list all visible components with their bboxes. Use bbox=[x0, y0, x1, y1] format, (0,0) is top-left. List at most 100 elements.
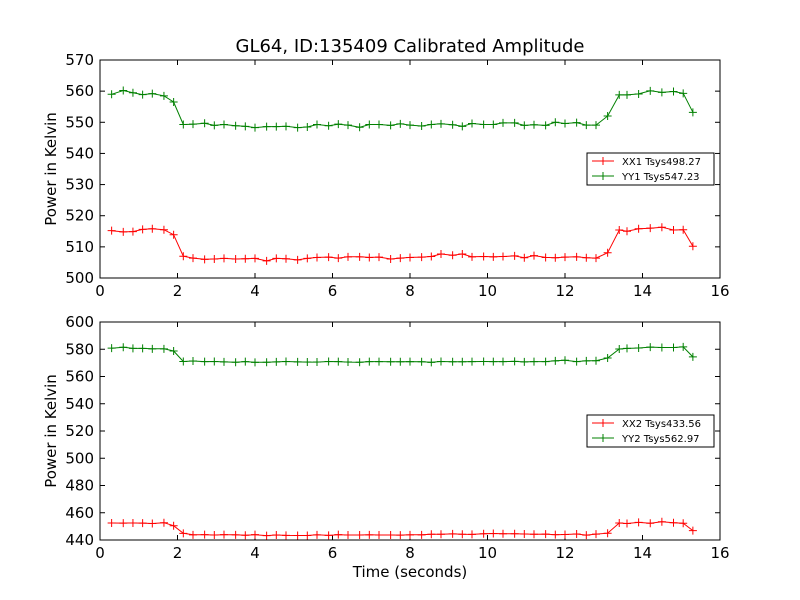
data-point bbox=[138, 90, 147, 99]
data-point bbox=[592, 254, 600, 263]
data-point bbox=[615, 226, 624, 235]
data-point bbox=[510, 251, 519, 260]
data-point bbox=[355, 252, 364, 261]
data-point bbox=[313, 120, 321, 129]
data-point bbox=[479, 120, 488, 129]
data-point bbox=[313, 253, 321, 262]
data-point bbox=[417, 530, 426, 539]
data-point bbox=[262, 256, 271, 265]
data-point bbox=[499, 529, 507, 538]
legend-label: XX2 Tsys433.56 bbox=[622, 419, 701, 430]
data-point bbox=[138, 344, 147, 353]
data-point bbox=[427, 530, 436, 539]
data-point bbox=[375, 120, 383, 129]
x-tick-label: 6 bbox=[328, 544, 338, 562]
data-point bbox=[148, 344, 157, 353]
data-point bbox=[282, 357, 290, 366]
data-point bbox=[396, 119, 405, 128]
data-point bbox=[669, 518, 678, 527]
data-point bbox=[669, 87, 678, 96]
data-point bbox=[688, 242, 697, 251]
data-point bbox=[688, 352, 697, 361]
data-point bbox=[582, 253, 591, 262]
data-point bbox=[551, 530, 560, 539]
data-point bbox=[615, 344, 624, 353]
data-point bbox=[107, 90, 116, 99]
data-point bbox=[272, 357, 281, 366]
data-point bbox=[262, 122, 271, 131]
y-axis-label: Power in Kelvin bbox=[42, 112, 60, 226]
data-point bbox=[189, 254, 197, 263]
data-point bbox=[365, 253, 374, 262]
data-point bbox=[375, 357, 383, 366]
data-point bbox=[355, 530, 364, 539]
y-tick-label: 540 bbox=[65, 395, 94, 413]
series-2 bbox=[107, 342, 697, 367]
data-point bbox=[623, 344, 631, 353]
data-point bbox=[582, 531, 591, 540]
data-point bbox=[189, 120, 197, 129]
bottom-panel: 0 2 4 6 8 10 12 14 16 440 460 480 500 520 540 560 580 600… bbox=[42, 313, 730, 581]
data-point bbox=[119, 519, 128, 528]
data-point bbox=[293, 531, 302, 540]
data-point bbox=[303, 254, 312, 263]
data-point bbox=[489, 357, 498, 366]
data-point bbox=[551, 253, 560, 262]
data-point bbox=[499, 357, 507, 366]
data-point bbox=[417, 357, 426, 366]
legend: XX2 Tsys433.56 YY2 Tsys562.97 bbox=[586, 414, 715, 448]
data-point bbox=[210, 255, 219, 264]
data-point bbox=[479, 357, 488, 366]
data-point bbox=[231, 255, 240, 264]
y-tick-label: 500 bbox=[65, 449, 94, 467]
y-tick-label: 510 bbox=[65, 238, 94, 256]
data-point bbox=[592, 356, 600, 365]
data-point bbox=[437, 357, 445, 366]
data-point bbox=[128, 227, 137, 236]
data-point bbox=[551, 118, 560, 127]
data-point bbox=[200, 119, 209, 128]
y-tick-label: 500 bbox=[65, 269, 94, 287]
data-point bbox=[437, 250, 445, 259]
x-tick-label: 12 bbox=[555, 282, 574, 300]
data-point bbox=[530, 357, 538, 366]
legend: XX1 Tsys498.27 YY1 Tsys547.23 bbox=[586, 152, 715, 186]
chart-title: GL64, ID:135409 Calibrated Amplitude bbox=[236, 36, 585, 57]
data-point bbox=[603, 248, 612, 257]
data-point bbox=[634, 224, 643, 233]
y-tick-label: 530 bbox=[65, 176, 94, 194]
y-tick-label: 580 bbox=[65, 340, 94, 358]
data-point bbox=[324, 253, 333, 262]
data-point bbox=[615, 518, 624, 527]
data-point bbox=[169, 521, 178, 530]
data-point bbox=[303, 358, 312, 367]
data-point bbox=[313, 530, 321, 539]
legend-label: XX1 Tsys498.27 bbox=[622, 157, 701, 168]
data-point bbox=[603, 112, 612, 121]
legend-marker bbox=[599, 419, 607, 427]
data-point bbox=[386, 121, 395, 130]
data-point bbox=[241, 357, 250, 366]
x-tick-label: 16 bbox=[710, 282, 729, 300]
data-point bbox=[107, 226, 116, 235]
data-point bbox=[479, 252, 488, 261]
data-point bbox=[189, 356, 197, 365]
data-point bbox=[489, 252, 498, 261]
x-axis-label: Time (seconds) bbox=[352, 563, 468, 581]
data-point bbox=[303, 531, 312, 540]
data-point bbox=[603, 353, 612, 362]
data-point bbox=[282, 254, 290, 263]
data-point bbox=[220, 254, 228, 263]
legend-label: YY2 Tsys562.97 bbox=[621, 434, 700, 445]
data-point bbox=[679, 519, 688, 528]
data-point bbox=[603, 529, 612, 538]
y-tick-label: 570 bbox=[65, 51, 94, 69]
data-point bbox=[646, 86, 655, 95]
data-point bbox=[107, 344, 116, 353]
data-point bbox=[220, 530, 228, 539]
x-tick-label: 8 bbox=[405, 282, 415, 300]
series-1 bbox=[107, 517, 697, 540]
x-tick-label: 10 bbox=[478, 544, 497, 562]
data-point bbox=[499, 118, 507, 127]
data-point bbox=[282, 122, 290, 131]
